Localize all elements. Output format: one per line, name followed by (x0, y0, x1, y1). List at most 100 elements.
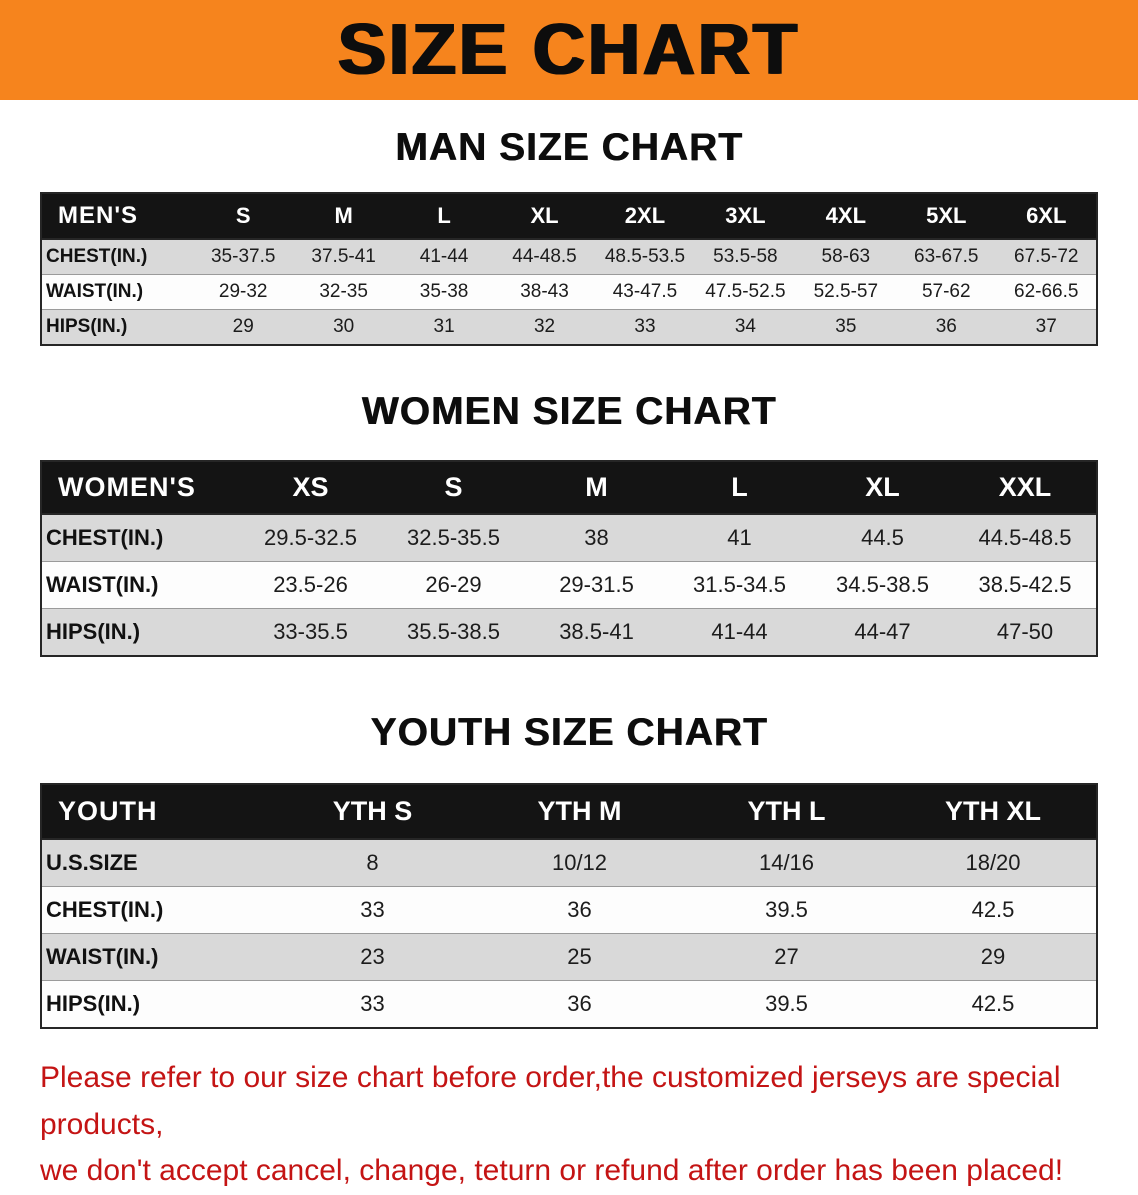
size-value-cell: 44-47 (854, 619, 911, 644)
size-value-cell: 26-29 (425, 572, 482, 597)
size-column-header: S (444, 472, 463, 502)
size-value-cell: 57-62 (921, 281, 971, 302)
table-header-row: YOUTH YTH S YTH M YTH L YTH XL (41, 784, 1097, 839)
size-chart-content: MAN SIZE CHART MEN'S S M L XL 2XL 3XL 4XL 5XL 6XL… (0, 126, 1138, 1195)
size-value-cell: 31 (433, 316, 455, 337)
size-value-cell: 44.5-48.5 (978, 525, 1072, 550)
size-value-cell: 43-47.5 (612, 281, 678, 302)
women-size-section: WOMEN SIZE CHART WOMEN'S XS S M L XL XXL CHEST(… (0, 390, 1138, 657)
table-row: HIPS(IN.) 33 36 39.5 42.5 (41, 980, 1097, 1028)
row-label: CHEST(IN.) (46, 246, 148, 267)
men-section-heading: MAN SIZE CHART (395, 126, 743, 169)
size-value-cell: 29.5-32.5 (264, 525, 357, 550)
size-column-header: L (731, 472, 748, 502)
size-value-cell: 39.5 (765, 991, 808, 1016)
row-label: HIPS(IN.) (46, 619, 141, 644)
row-label: WAIST(IN.) (46, 281, 144, 302)
size-value-cell: 32.5-35.5 (407, 525, 500, 550)
row-label: U.S.SIZE (46, 850, 138, 875)
size-value-cell: 30 (333, 316, 355, 337)
size-value-cell: 53.5-58 (713, 246, 778, 267)
size-value-cell: 33 (360, 991, 385, 1016)
disclaimer-line-1: Please refer to our size chart before or… (40, 1061, 1061, 1141)
size-column-header: M (585, 472, 608, 502)
size-value-cell: 29-32 (218, 281, 268, 302)
size-value-cell: 62-66.5 (1014, 281, 1079, 302)
disclaimer-text: Please refer to our size chart before or… (40, 1055, 1098, 1195)
size-value-cell: 47.5-52.5 (705, 281, 786, 302)
size-column-header: 5XL (926, 203, 967, 228)
size-value-cell: 48.5-53.5 (604, 246, 686, 267)
size-value-cell: 44-48.5 (512, 246, 577, 267)
size-column-header: YTH L (747, 796, 826, 826)
size-column-header: S (235, 203, 251, 228)
size-value-cell: 44.5 (861, 525, 904, 550)
size-column-header: 4XL (825, 203, 867, 228)
youth-size-table: YOUTH YTH S YTH M YTH L YTH XL U.S.SIZE 8 10/12… (40, 783, 1098, 1029)
size-column-header: XXL (998, 472, 1052, 502)
table-row: WAIST(IN.) 29-32 32-35 35-38 38-43 43-47.5 47.… (41, 274, 1097, 310)
women-section-heading: WOMEN SIZE CHART (361, 390, 777, 433)
size-value-cell: 29 (232, 316, 254, 337)
row-label: HIPS(IN.) (46, 316, 128, 337)
size-value-cell: 23.5-26 (273, 572, 348, 597)
size-value-cell: 29-31.5 (559, 572, 634, 597)
men-size-table: MEN'S S M L XL 2XL 3XL 4XL 5XL 6XL CHEST(IN.) 35-37… (40, 192, 1098, 346)
banner-title: SIZE CHART (338, 10, 800, 90)
size-column-header: YTH M (537, 796, 622, 826)
size-value-cell: 10/12 (551, 850, 608, 875)
size-value-cell: 37.5-41 (311, 246, 376, 267)
size-value-cell: 8 (366, 850, 379, 875)
size-value-cell: 27 (774, 944, 799, 969)
size-column-header: XL (865, 472, 900, 502)
table-corner-label: WOMEN'S (58, 472, 196, 502)
youth-size-section: YOUTH SIZE CHART YOUTH YTH S YTH M YTH L YTH… (0, 711, 1138, 1029)
men-size-section: MAN SIZE CHART MEN'S S M L XL 2XL 3XL 4XL 5XL 6XL… (0, 126, 1138, 346)
table-corner-label: YOUTH (58, 796, 158, 826)
size-value-cell: 23 (360, 944, 385, 969)
size-value-cell: 32 (533, 316, 556, 337)
size-value-cell: 25 (567, 944, 592, 969)
size-value-cell: 67.5-72 (1014, 246, 1079, 267)
table-header-row: WOMEN'S XS S M L XL XXL (41, 461, 1097, 514)
size-column-header: YTH XL (944, 796, 1041, 826)
size-column-header: 6XL (1026, 203, 1067, 228)
size-value-cell: 35-38 (419, 281, 469, 302)
row-label: CHEST(IN.) (46, 525, 164, 550)
size-column-header: L (437, 203, 451, 228)
size-value-cell: 52.5-57 (813, 281, 879, 302)
table-header-row: MEN'S S M L XL 2XL 3XL 4XL 5XL 6XL (41, 193, 1097, 239)
size-value-cell: 41-44 (419, 246, 469, 267)
size-value-cell: 36 (567, 991, 592, 1016)
table-row: HIPS(IN.) 29 30 31 32 33 34 35 36 37 (41, 309, 1097, 345)
table-row: WAIST(IN.) 23.5-26 26-29 29-31.5 31.5-34.5 34… (41, 561, 1097, 609)
size-value-cell: 63-67.5 (914, 246, 979, 267)
size-value-cell: 35-37.5 (210, 246, 276, 267)
size-value-cell: 38.5-42.5 (978, 572, 1072, 597)
size-value-cell: 38.5-41 (559, 619, 634, 644)
size-value-cell: 35.5-38.5 (407, 619, 500, 644)
size-value-cell: 37 (1035, 316, 1057, 337)
size-value-cell: 36 (567, 897, 592, 922)
row-label: WAIST(IN.) (46, 944, 159, 969)
size-value-cell: 33-35.5 (273, 619, 348, 644)
size-value-cell: 47-50 (996, 619, 1054, 644)
size-value-cell: 33 (634, 316, 656, 337)
size-value-cell: 42.5 (971, 897, 1015, 922)
table-row: WAIST(IN.) 23 25 27 29 (41, 933, 1097, 981)
size-column-header: XL (530, 203, 559, 228)
row-label: WAIST(IN.) (46, 572, 159, 597)
size-value-cell: 38 (584, 525, 609, 550)
table-row: CHEST(IN.) 29.5-32.5 32.5-35.5 38 41 44.5 44.5… (41, 514, 1097, 562)
size-value-cell: 31.5-34.5 (693, 572, 786, 597)
row-label: HIPS(IN.) (46, 991, 141, 1016)
size-column-header: XS (292, 472, 329, 502)
table-row: U.S.SIZE 8 10/12 14/16 18/20 (41, 839, 1097, 887)
table-row: CHEST(IN.) 35-37.5 37.5-41 41-44 44-48.5 48.5… (41, 239, 1097, 275)
size-value-cell: 39.5 (765, 897, 808, 922)
youth-section-heading: YOUTH SIZE CHART (370, 711, 768, 754)
size-value-cell: 33 (360, 897, 385, 922)
size-value-cell: 14/16 (758, 850, 815, 875)
size-value-cell: 18/20 (965, 850, 1021, 875)
size-value-cell: 36 (935, 316, 957, 337)
